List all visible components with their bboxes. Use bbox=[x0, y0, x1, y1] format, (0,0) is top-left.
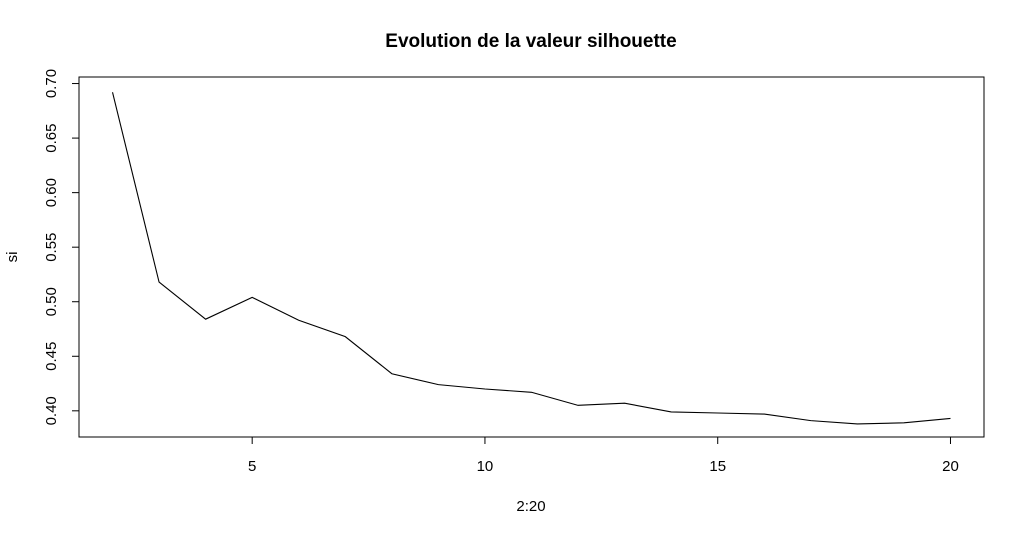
y-axis-label: si bbox=[4, 252, 21, 263]
x-axis: 5 10 15 20 bbox=[248, 436, 959, 475]
x-tick-label: 20 bbox=[942, 458, 959, 475]
y-axis: 0.40 0.45 0.50 0.55 0.60 0.65 0.70 bbox=[43, 69, 80, 425]
series-group bbox=[111, 92, 951, 425]
y-tick-label: 0.65 bbox=[43, 123, 60, 152]
y-tick-label: 0.55 bbox=[43, 233, 60, 262]
x-tick-label: 15 bbox=[709, 458, 726, 475]
x-tick-label: 5 bbox=[248, 458, 256, 475]
plot-area-frame bbox=[78, 76, 985, 438]
chart-title: Evolution de la valeur silhouette bbox=[385, 31, 676, 52]
y-tick-label: 0.60 bbox=[43, 178, 60, 207]
y-tick-label: 0.50 bbox=[43, 287, 60, 316]
x-tick-label: 10 bbox=[477, 458, 494, 475]
y-tick-label: 0.40 bbox=[43, 396, 60, 425]
y-tick-label: 0.45 bbox=[43, 342, 60, 371]
x-axis-label: 2:20 bbox=[516, 498, 545, 515]
series-line bbox=[111, 92, 951, 425]
y-tick-label: 0.70 bbox=[43, 69, 60, 98]
